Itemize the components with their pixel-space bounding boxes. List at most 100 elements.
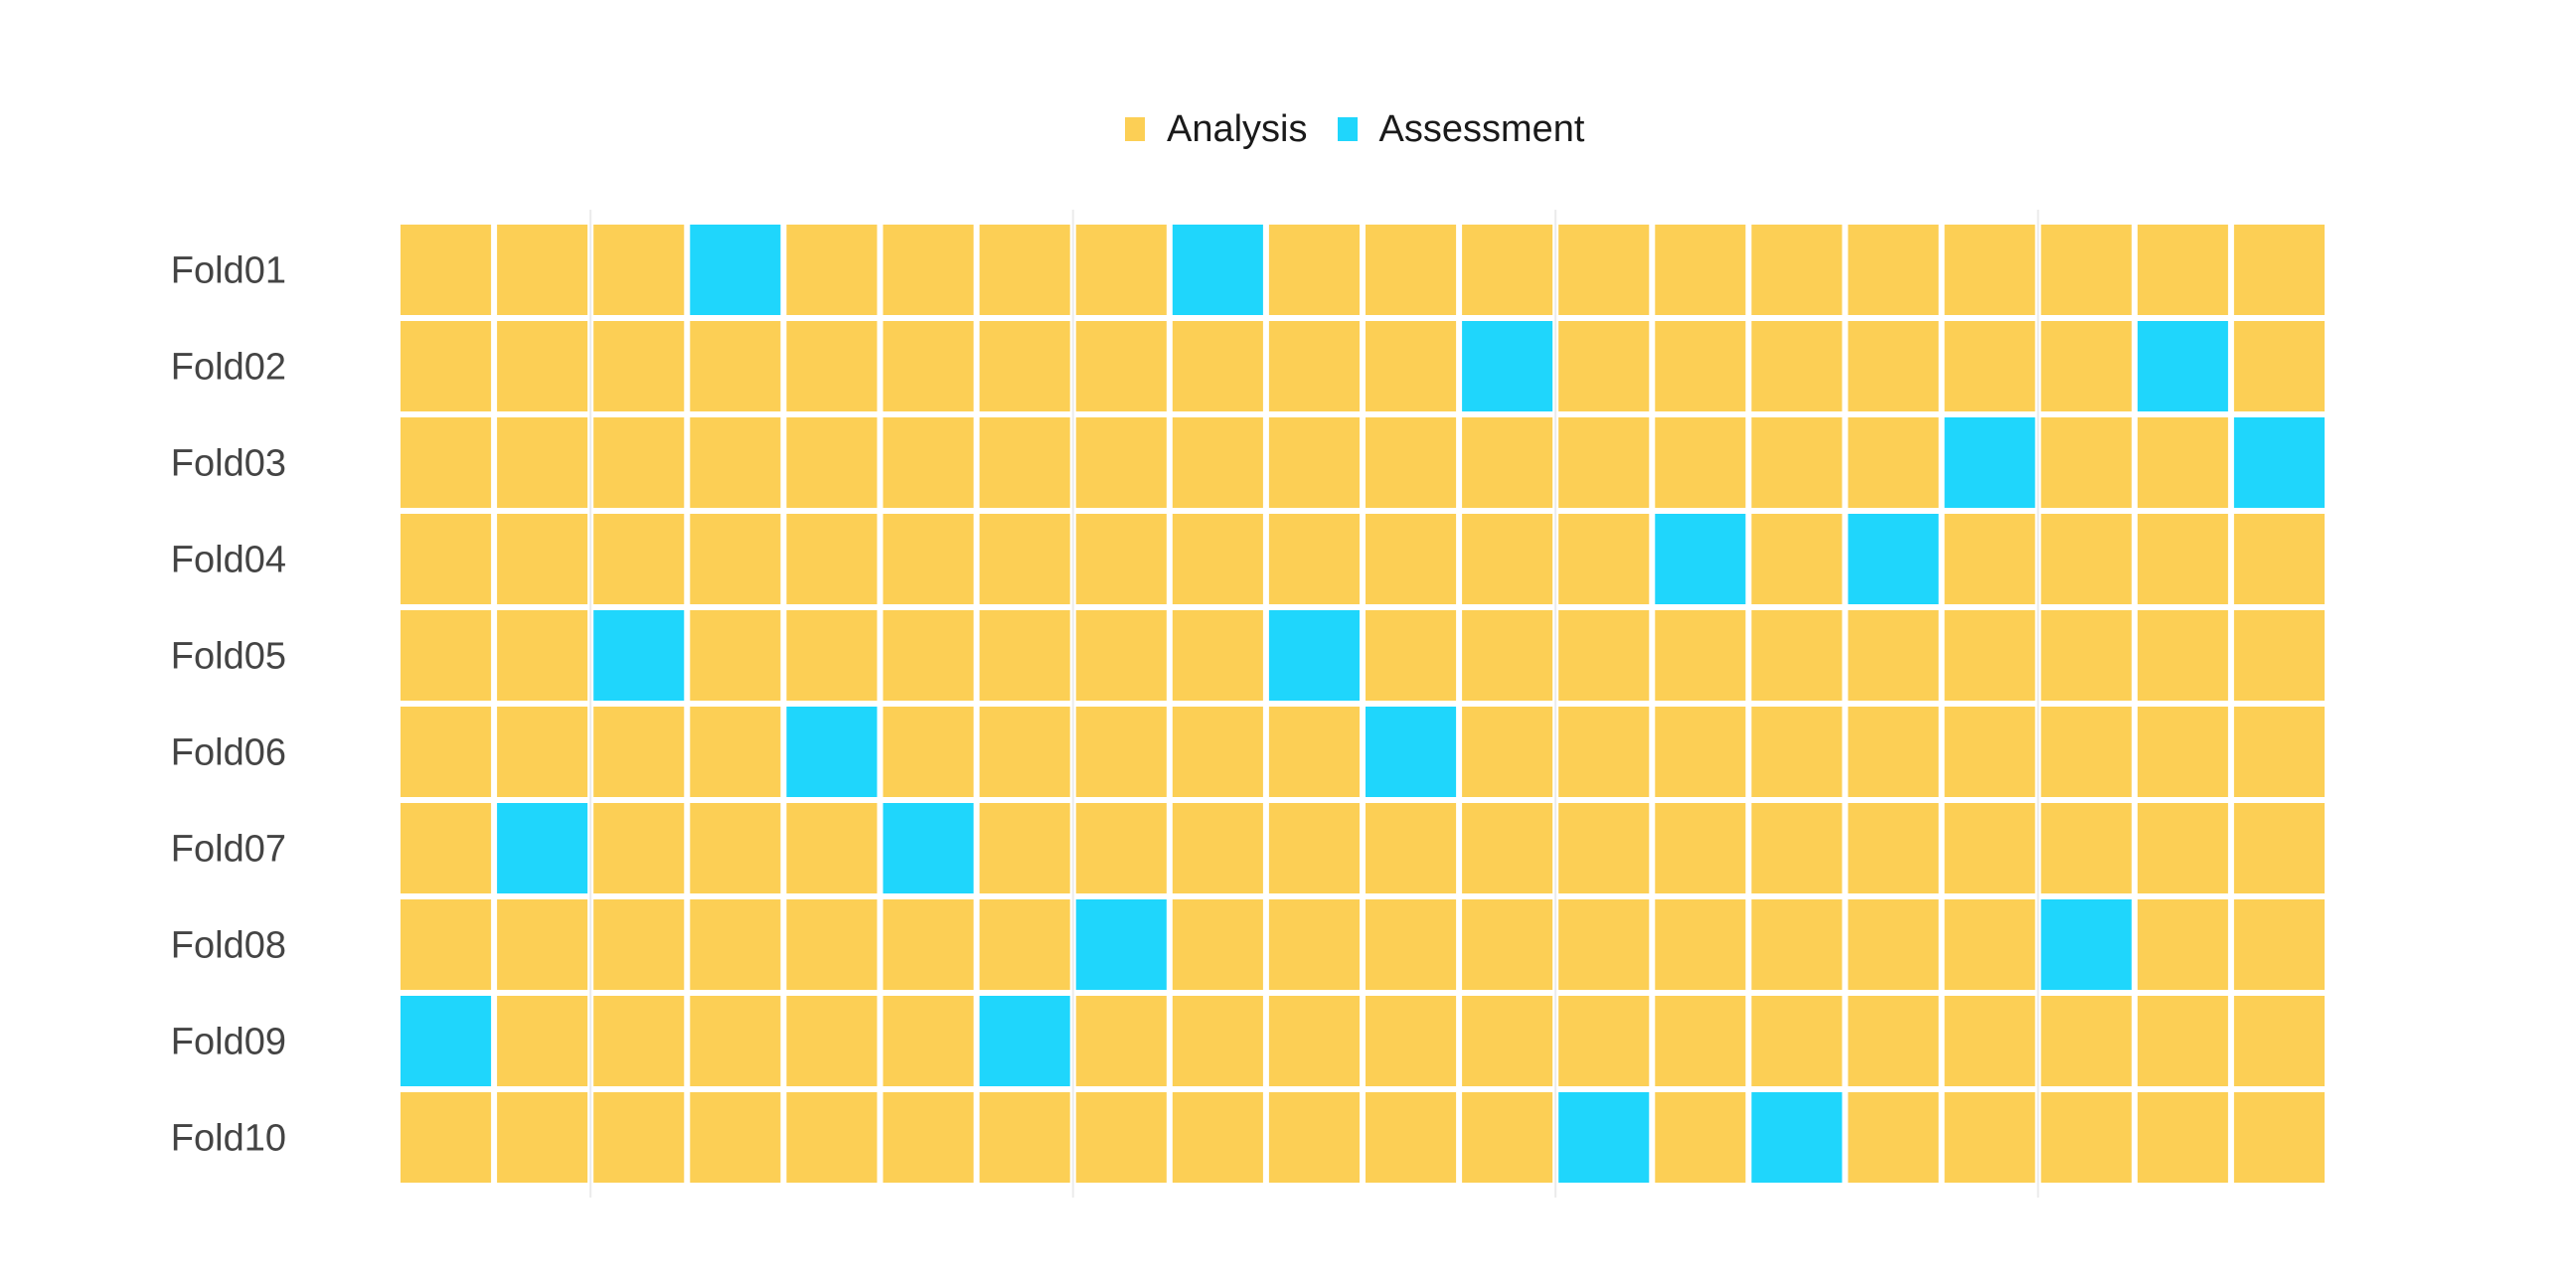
tile-fold01-col11-analysis — [1366, 225, 1457, 315]
tile-fold09-col5-analysis — [786, 996, 878, 1086]
row-label-fold01: Fold01 — [171, 250, 286, 292]
tile-fold02-col1-analysis — [401, 321, 492, 411]
tile-fold01-col17-analysis — [1944, 225, 2035, 315]
tile-fold01-col10-analysis — [1268, 225, 1360, 315]
tile-fold02-col15-analysis — [1751, 321, 1843, 411]
tile-fold05-col18-analysis — [2040, 610, 2132, 701]
tile-fold04-col14-assessment — [1655, 514, 1746, 604]
tile-fold07-col6-assessment — [883, 803, 974, 893]
tile-fold05-col17-analysis — [1944, 610, 2035, 701]
tile-fold05-col16-analysis — [1848, 610, 1939, 701]
tile-fold07-col2-assessment — [497, 803, 588, 893]
tile-fold06-col12-analysis — [1462, 707, 1553, 797]
tile-fold06-col9-analysis — [1172, 707, 1263, 797]
tile-fold05-col11-analysis — [1366, 610, 1457, 701]
tile-fold01-col6-analysis — [883, 225, 974, 315]
legend: Analysis Assessment — [1125, 101, 1614, 157]
tile-fold03-col2-analysis — [497, 417, 588, 508]
tile-fold02-col3-analysis — [593, 321, 685, 411]
tile-fold06-col14-analysis — [1655, 707, 1746, 797]
tile-fold04-col13-analysis — [1558, 514, 1650, 604]
tile-fold09-col1-assessment — [401, 996, 492, 1086]
tile-fold10-col6-analysis — [883, 1092, 974, 1183]
tile-fold03-col15-analysis — [1751, 417, 1843, 508]
tile-fold07-col14-analysis — [1655, 803, 1746, 893]
tile-fold07-col12-analysis — [1462, 803, 1553, 893]
tile-fold03-col8-analysis — [1075, 417, 1167, 508]
tile-fold07-col4-analysis — [690, 803, 781, 893]
tile-fold08-col20-analysis — [2233, 899, 2325, 990]
tile-fold02-col19-assessment — [2137, 321, 2228, 411]
tile-fold09-col15-analysis — [1751, 996, 1843, 1086]
tile-fold06-col20-analysis — [2233, 707, 2325, 797]
tile-fold02-col6-analysis — [883, 321, 974, 411]
row-label-fold08: Fold08 — [171, 925, 286, 967]
tile-fold08-col4-analysis — [690, 899, 781, 990]
tile-fold05-col1-analysis — [401, 610, 492, 701]
tile-fold06-col11-assessment — [1366, 707, 1457, 797]
tile-fold06-col8-analysis — [1075, 707, 1167, 797]
tile-fold03-col12-analysis — [1462, 417, 1553, 508]
tile-fold06-col18-analysis — [2040, 707, 2132, 797]
tile-fold02-col8-analysis — [1075, 321, 1167, 411]
tile-fold07-col5-analysis — [786, 803, 878, 893]
tile-fold09-col14-analysis — [1655, 996, 1746, 1086]
tile-fold08-col1-analysis — [401, 899, 492, 990]
tile-fold08-col12-analysis — [1462, 899, 1553, 990]
tile-fold04-col17-analysis — [1944, 514, 2035, 604]
tile-fold03-col20-assessment — [2233, 417, 2325, 508]
tile-fold07-col1-analysis — [401, 803, 492, 893]
tile-fold02-col9-analysis — [1172, 321, 1263, 411]
tile-fold10-col2-analysis — [497, 1092, 588, 1183]
tile-fold06-col2-analysis — [497, 707, 588, 797]
tile-fold03-col11-analysis — [1366, 417, 1457, 508]
tile-fold06-col13-analysis — [1558, 707, 1650, 797]
tile-fold03-col16-analysis — [1848, 417, 1939, 508]
tile-fold03-col14-analysis — [1655, 417, 1746, 508]
tile-fold04-col7-analysis — [979, 514, 1070, 604]
tile-fold04-col1-analysis — [401, 514, 492, 604]
tile-fold01-col20-analysis — [2233, 225, 2325, 315]
tile-fold08-col8-assessment — [1075, 899, 1167, 990]
tile-fold09-col6-analysis — [883, 996, 974, 1086]
tile-fold05-col8-analysis — [1075, 610, 1167, 701]
tile-fold10-col8-analysis — [1075, 1092, 1167, 1183]
tile-fold07-col13-analysis — [1558, 803, 1650, 893]
tile-fold07-col18-analysis — [2040, 803, 2132, 893]
tile-fold09-col11-analysis — [1366, 996, 1457, 1086]
tile-fold08-col7-analysis — [979, 899, 1070, 990]
tile-fold02-col20-analysis — [2233, 321, 2325, 411]
tile-fold07-col19-analysis — [2137, 803, 2228, 893]
tile-fold06-col16-analysis — [1848, 707, 1939, 797]
tile-fold07-col17-analysis — [1944, 803, 2035, 893]
tile-fold09-col3-analysis — [593, 996, 685, 1086]
tile-fold08-col5-analysis — [786, 899, 878, 990]
tile-fold05-col9-analysis — [1172, 610, 1263, 701]
tile-fold10-col10-analysis — [1268, 1092, 1360, 1183]
tile-fold10-col13-assessment — [1558, 1092, 1650, 1183]
row-label-fold04: Fold04 — [171, 540, 286, 581]
tile-fold07-col8-analysis — [1075, 803, 1167, 893]
tile-fold10-col19-analysis — [2137, 1092, 2228, 1183]
tile-fold03-col5-analysis — [786, 417, 878, 508]
tile-fold09-col10-analysis — [1268, 996, 1360, 1086]
tile-fold08-col6-analysis — [883, 899, 974, 990]
tile-fold09-col20-analysis — [2233, 996, 2325, 1086]
tile-fold03-col3-analysis — [593, 417, 685, 508]
tile-fold04-col3-analysis — [593, 514, 685, 604]
row-label-fold06: Fold06 — [171, 732, 286, 774]
tile-fold10-col7-analysis — [979, 1092, 1070, 1183]
row-label-fold07: Fold07 — [171, 829, 286, 871]
tile-fold01-col8-analysis — [1075, 225, 1167, 315]
tile-fold01-col1-analysis — [401, 225, 492, 315]
tile-fold08-col11-analysis — [1366, 899, 1457, 990]
legend-swatch-analysis — [1125, 117, 1145, 141]
tile-fold07-col10-analysis — [1268, 803, 1360, 893]
tile-fold09-col16-analysis — [1848, 996, 1939, 1086]
row-label-fold10: Fold10 — [171, 1118, 286, 1160]
tile-fold06-col6-analysis — [883, 707, 974, 797]
tile-fold06-col1-analysis — [401, 707, 492, 797]
tile-fold03-col1-analysis — [401, 417, 492, 508]
